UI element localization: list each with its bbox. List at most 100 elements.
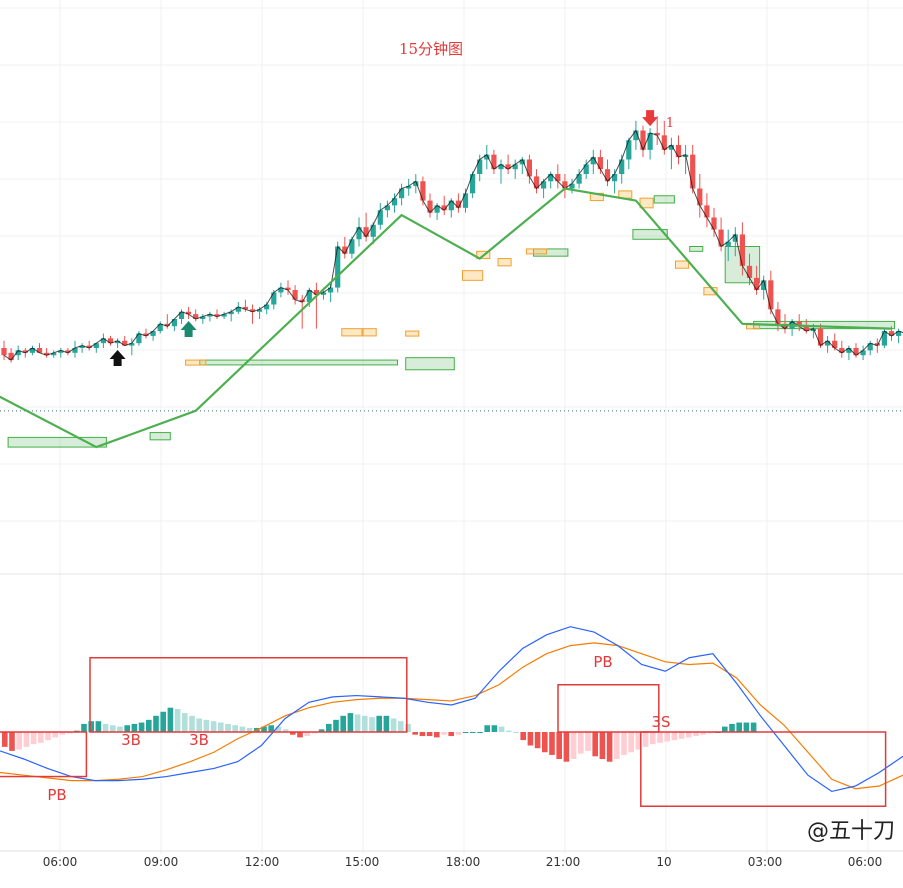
candle-body <box>100 338 106 344</box>
orange-box <box>341 328 363 337</box>
signal-box <box>89 657 408 733</box>
macd-bar <box>657 732 663 743</box>
signal-box <box>557 684 660 733</box>
macd-bar <box>470 732 476 733</box>
candle-body <box>257 309 263 312</box>
candle-body <box>44 352 50 356</box>
macd-bar <box>59 732 66 735</box>
zigzag-path <box>0 187 892 449</box>
candle-body <box>746 265 753 278</box>
sell-arrow-icon <box>642 110 659 127</box>
candle-body <box>79 345 85 348</box>
candle-body <box>732 234 738 242</box>
macd-bar <box>232 725 238 732</box>
macd-bar <box>534 732 541 749</box>
consolidation-zone <box>689 246 704 252</box>
candle-body <box>278 287 284 293</box>
candle-body <box>775 309 781 324</box>
signal-box <box>640 731 887 807</box>
consolidation-zone <box>149 432 171 441</box>
candle-body <box>519 159 525 165</box>
candle-body <box>221 314 227 317</box>
macd-bar <box>563 732 570 762</box>
candle-body <box>839 348 845 353</box>
macd-bar <box>621 732 627 755</box>
candle-body <box>406 186 412 189</box>
candle-body <box>626 140 632 160</box>
candle-body <box>136 333 142 344</box>
macd-bar <box>398 721 404 732</box>
macd-bar <box>628 732 634 753</box>
orange-box <box>405 330 420 337</box>
candle-body <box>725 241 731 247</box>
macd-bar <box>88 721 94 732</box>
macd-bar <box>599 732 606 759</box>
candle-body <box>541 181 547 189</box>
candle-body <box>881 331 887 346</box>
candle-body <box>462 193 469 208</box>
price-path <box>3 129 903 361</box>
annotation-number: 1 <box>666 116 674 131</box>
macd-bar <box>326 723 332 732</box>
macd-bar <box>182 713 188 732</box>
orange-box <box>675 260 690 269</box>
dif-line <box>0 626 903 793</box>
macd-bar <box>635 732 642 750</box>
candle-body <box>370 224 376 237</box>
candle-body <box>498 164 504 170</box>
macd-bar <box>203 719 210 732</box>
macd-bar <box>491 725 498 732</box>
candle-body <box>647 132 653 150</box>
macd-label: PB <box>593 653 612 671</box>
buy-arrow-icon <box>180 321 197 337</box>
candle-body <box>761 280 767 290</box>
macd-bar <box>484 725 490 732</box>
candle-body <box>15 350 21 356</box>
macd-bar <box>189 715 195 732</box>
macd-bar <box>9 732 15 751</box>
candle-body <box>505 164 511 170</box>
orange-box <box>462 270 484 281</box>
macd-bar <box>218 722 224 732</box>
candle-body <box>867 343 873 351</box>
macd-bar <box>297 732 303 738</box>
macd-bar <box>117 726 123 732</box>
candle-body <box>690 154 696 189</box>
signal-box <box>0 731 88 778</box>
candle-body <box>36 348 43 353</box>
macd-bar <box>592 732 598 757</box>
x-tick-label: 03:00 <box>748 855 783 869</box>
candles <box>1 116 903 363</box>
candle-body <box>803 326 809 332</box>
candle-body <box>200 316 206 319</box>
candle-body <box>313 290 319 295</box>
candle-body <box>583 164 589 174</box>
macd-label: PB <box>47 786 66 804</box>
x-tick-label: 06:00 <box>848 855 883 869</box>
candle-body <box>207 314 213 317</box>
macd-bar <box>160 711 166 732</box>
x-tick-label: 06:00 <box>43 855 78 869</box>
macd-bar <box>261 726 267 732</box>
macd-bar <box>700 732 706 735</box>
macd-bar <box>167 707 174 732</box>
candle-body <box>860 350 866 356</box>
candle-body <box>427 200 433 213</box>
macd-bar <box>412 732 418 735</box>
macd-bar <box>23 732 30 747</box>
macd-bar <box>153 715 159 732</box>
candle-body <box>888 331 895 336</box>
candle-body <box>228 311 234 315</box>
candle-body <box>115 340 121 344</box>
candle-body <box>739 234 745 266</box>
macd-bar <box>419 732 426 737</box>
candle-body <box>533 176 540 189</box>
macd-boxes <box>0 657 887 807</box>
candle-body <box>150 331 156 336</box>
macd-bar <box>693 732 699 737</box>
macd-bar <box>527 732 534 746</box>
candle-body <box>640 130 646 150</box>
macd-bar <box>434 732 440 738</box>
candle-body <box>399 188 405 199</box>
